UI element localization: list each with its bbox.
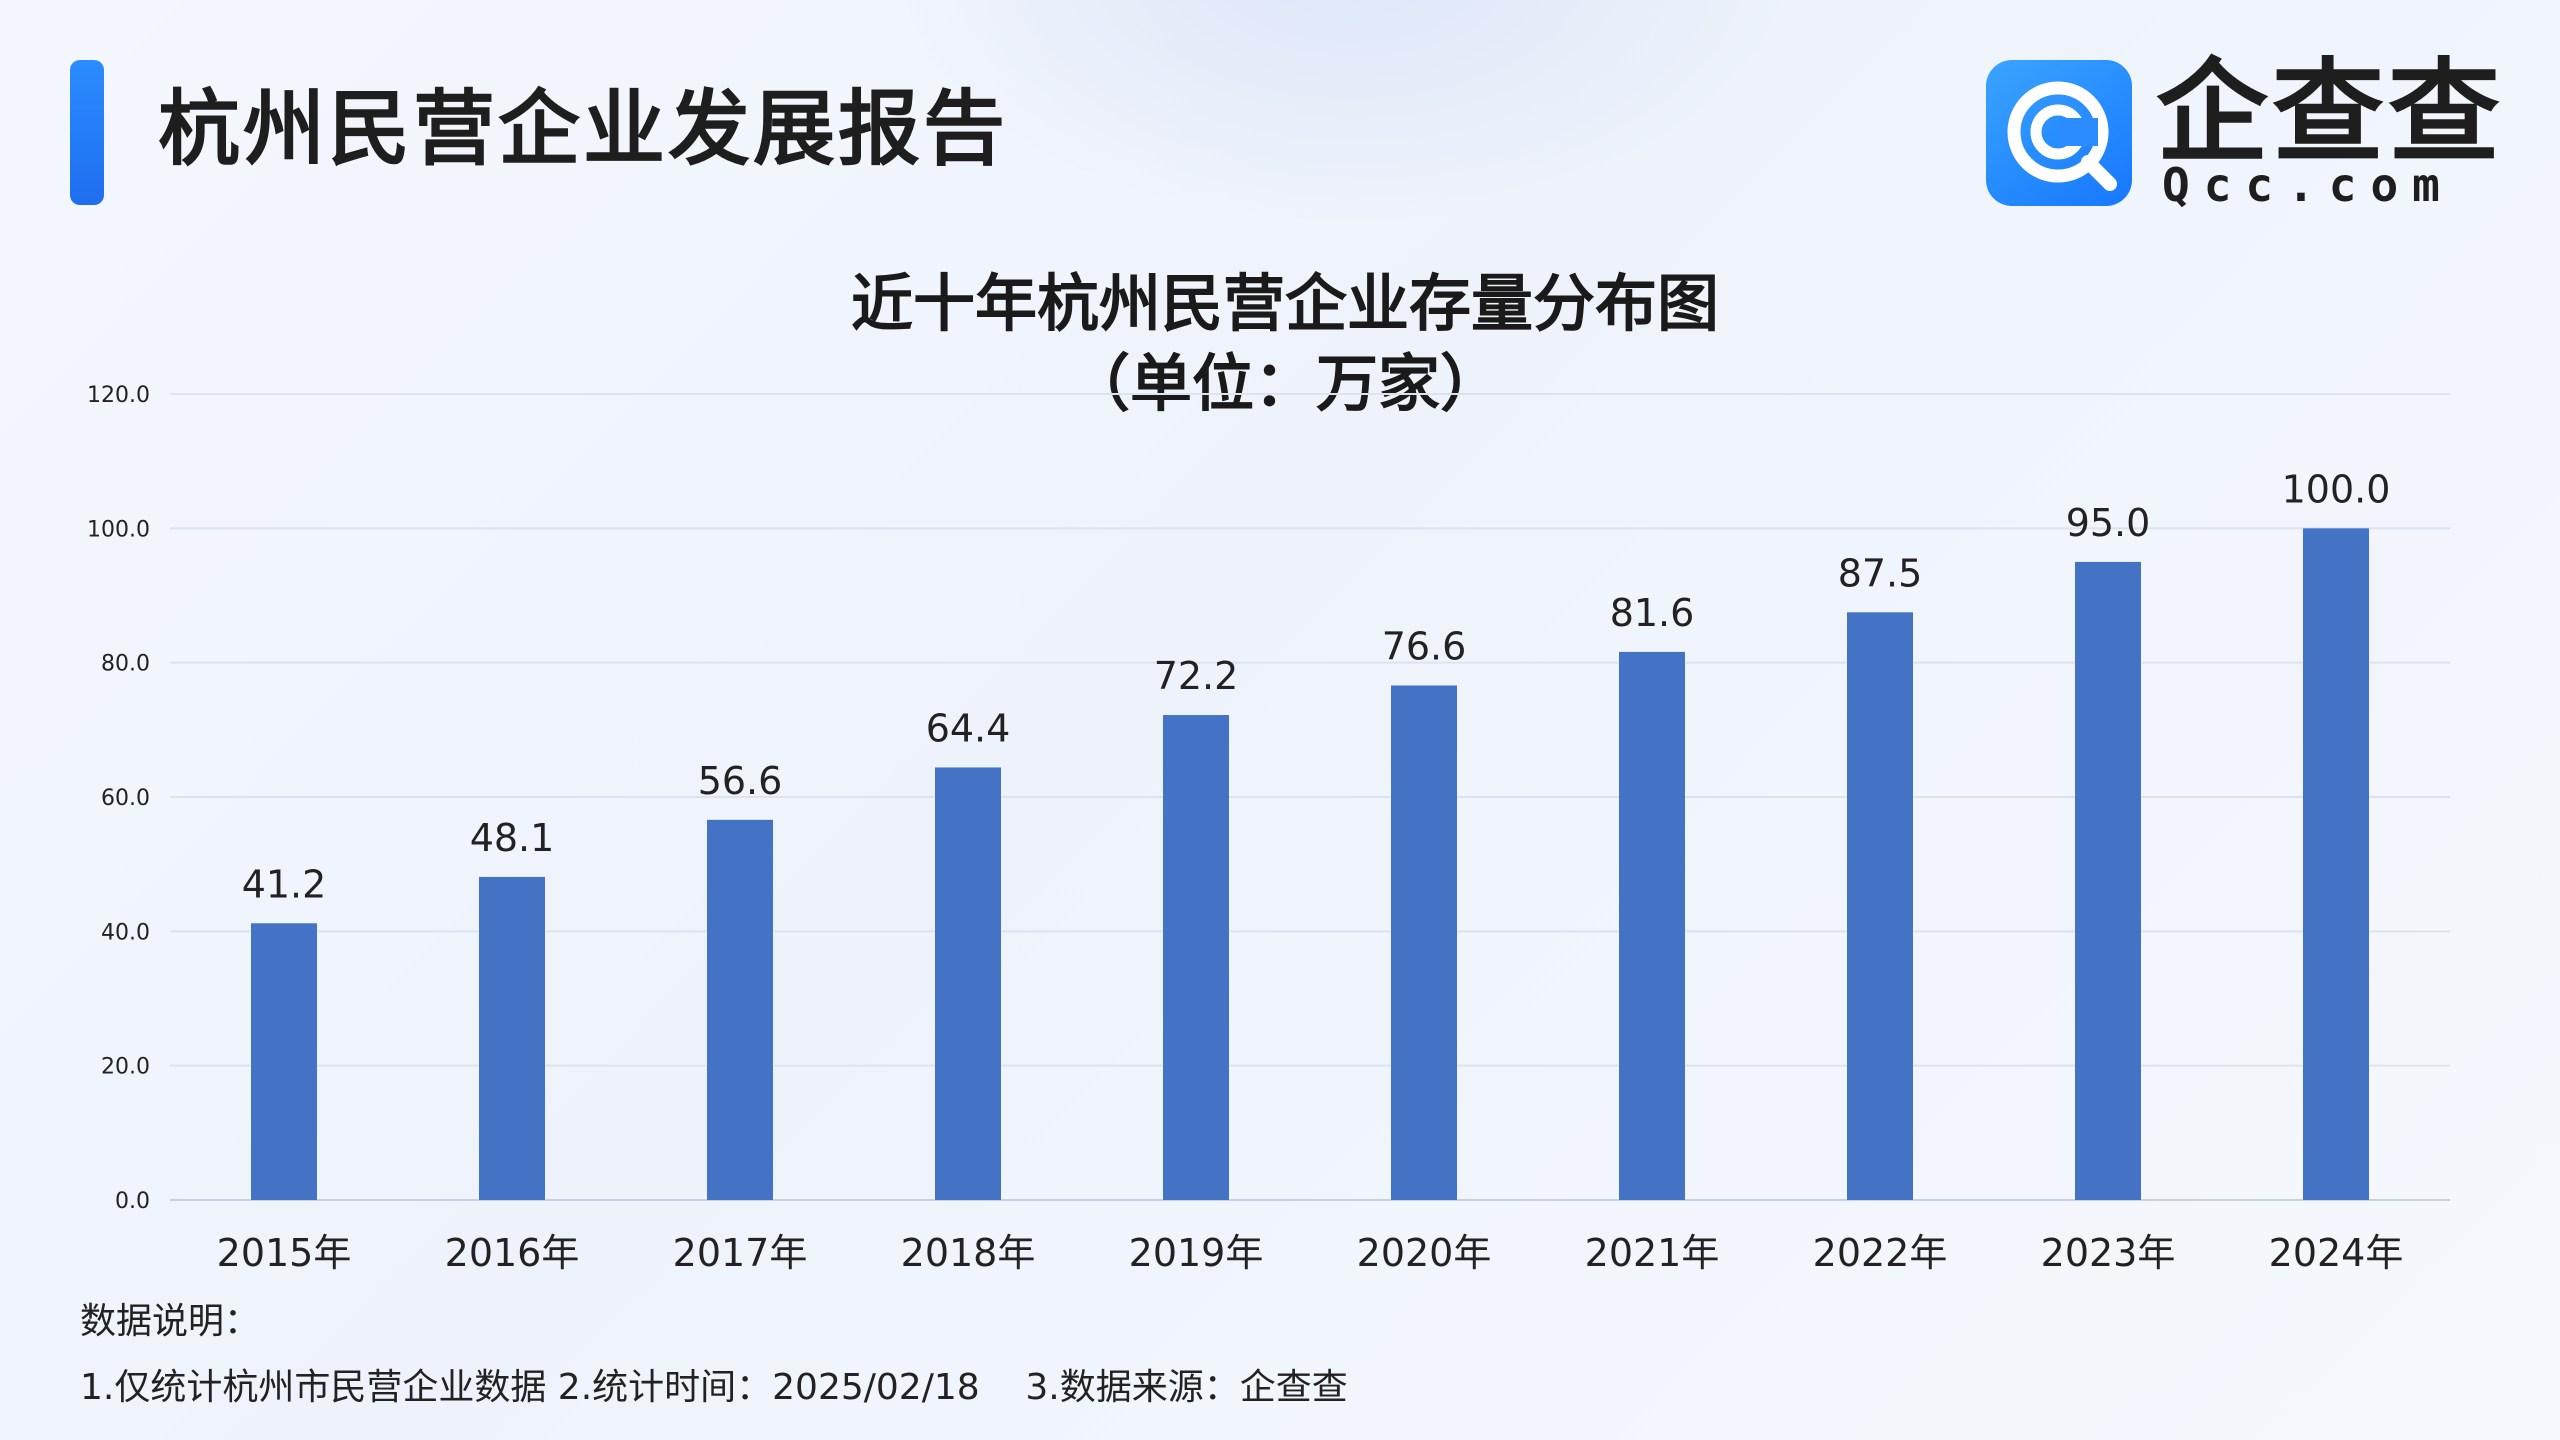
notes-title: 数据说明： (80, 1301, 261, 1342)
y-tick-label: 120.0 (87, 383, 150, 408)
bar (1391, 685, 1457, 1200)
bar (251, 923, 317, 1200)
bar (2303, 528, 2369, 1200)
qcc-magnifier-logo-icon (1986, 60, 2132, 206)
bar (1619, 651, 1685, 1200)
x-axis-ticks: 2015年 2016年 2017年 2018年 2019年 2020年 2021年 2022年… (217, 1231, 2404, 1275)
y-tick-label: 0.0 (115, 1189, 150, 1214)
bar (1163, 715, 1229, 1200)
x-tick-label: 2020年 (1357, 1231, 1492, 1275)
data-label: 41.2 (242, 862, 327, 906)
notes-line: 1.仅统计杭州市民营企业数据 2.统计时间：2025/02/18 3.数据来源：… (80, 1367, 1348, 1408)
x-tick-label: 2022年 (1813, 1231, 1948, 1275)
chart-title: 近十年杭州民营企业存量分布图 (851, 267, 1719, 340)
data-label: 95.0 (2066, 501, 2151, 545)
y-axis-ticks: 0.0 20.0 40.0 60.0 80.0 100.0 120.0 (87, 383, 150, 1214)
data-label: 48.1 (470, 816, 555, 860)
logo-wordmark: 企查查 (2156, 48, 2504, 178)
y-tick-label: 60.0 (101, 786, 150, 811)
x-tick-label: 2018年 (901, 1231, 1036, 1275)
x-tick-label: 2024年 (2269, 1231, 2404, 1275)
y-tick-label: 20.0 (101, 1055, 150, 1080)
data-label: 81.6 (1610, 591, 1695, 635)
bar (2075, 561, 2141, 1200)
data-label: 72.2 (1154, 654, 1239, 698)
title-accent-bar (70, 60, 104, 205)
data-label: 56.6 (698, 759, 783, 803)
y-tick-label: 100.0 (87, 517, 150, 542)
data-label: 76.6 (1382, 625, 1467, 669)
chart-subtitle: （单位：万家） (1068, 347, 1502, 420)
report-title: 杭州民营企业发展报告 (158, 82, 1009, 177)
grid-lines (170, 393, 2450, 1201)
bar (935, 767, 1001, 1200)
bar (1847, 612, 1913, 1200)
y-tick-label: 80.0 (101, 652, 150, 677)
x-tick-label: 2015年 (217, 1231, 352, 1275)
x-tick-label: 2021年 (1585, 1231, 1720, 1275)
bar (479, 876, 545, 1200)
x-tick-label: 2016年 (445, 1231, 580, 1275)
y-tick-label: 40.0 (101, 920, 150, 945)
x-tick-label: 2019年 (1129, 1231, 1264, 1275)
logo-domain: Qcc.com (2162, 158, 2454, 212)
x-tick-label: 2023年 (2041, 1231, 2176, 1275)
data-labels: 41.2 48.1 56.6 64.4 72.2 76.6 81.6 87.5 95.0 100.… (242, 467, 2391, 906)
x-tick-label: 2017年 (673, 1231, 808, 1275)
bar (707, 819, 773, 1200)
data-label: 64.4 (926, 706, 1011, 750)
bars (251, 528, 2369, 1200)
data-label: 100.0 (2282, 467, 2391, 511)
data-label: 87.5 (1838, 551, 1923, 595)
